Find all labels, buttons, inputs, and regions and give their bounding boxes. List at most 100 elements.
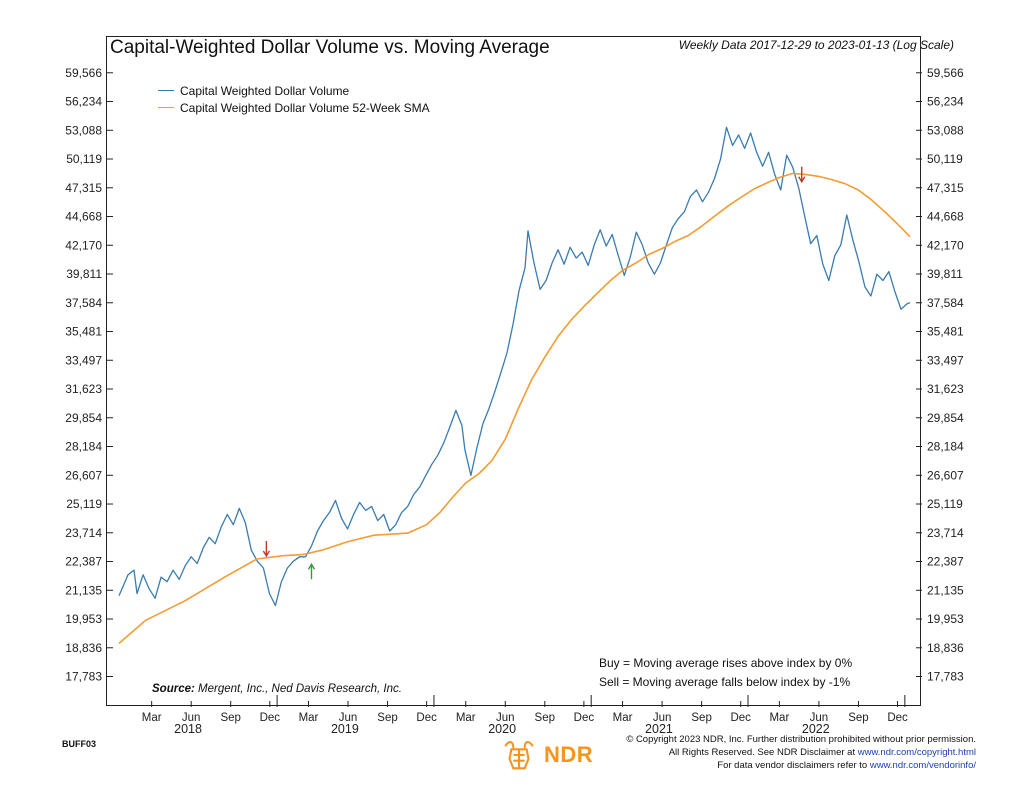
y-tick-label-right: 56,234: [927, 95, 964, 109]
y-tick-label-left: 39,811: [66, 267, 102, 281]
y-tick-label-left: 22,387: [65, 555, 102, 569]
x-tick-label: Mar: [456, 712, 476, 724]
y-tick-label-right: 18,836: [927, 641, 964, 655]
y-tick-label-right: 25,119: [927, 497, 963, 511]
copyright-block: © Copyright 2023 NDR, Inc. Further distr…: [626, 733, 976, 772]
chart-code: BUFF03: [62, 739, 97, 749]
y-tick-label-left: 31,623: [65, 382, 102, 396]
y-tick-label-right: 28,184: [927, 440, 964, 454]
x-tick-label: Dec: [887, 712, 908, 724]
y-tick-label-left: 37,584: [65, 296, 102, 310]
legend: Capital Weighted Dollar Volume Capital W…: [158, 82, 430, 116]
legend-swatch-sma: [158, 107, 174, 108]
x-tick-label: Dec: [730, 712, 751, 724]
copyright-line1: © Copyright 2023 NDR, Inc. Further distr…: [626, 734, 976, 745]
y-tick-label-right: 19,953: [927, 612, 964, 626]
legend-label-volume: Capital Weighted Dollar Volume: [180, 83, 350, 98]
y-tick-label-right: 23,714: [927, 526, 964, 540]
legend-swatch-volume: [158, 90, 174, 91]
x-tick-label: Sep: [220, 712, 240, 724]
y-tick-label-left: 29,854: [65, 411, 102, 425]
sell-arrow-head: [798, 176, 806, 184]
copyright-line2: All Rights Reserved. See NDR Disclaimer …: [626, 746, 976, 759]
chart-title: Capital-Weighted Dollar Volume vs. Movin…: [110, 37, 550, 58]
x-year-label: 2019: [331, 722, 359, 736]
y-tick-label-right: 39,811: [927, 267, 963, 281]
series-line-volume: [118, 126, 911, 607]
x-tick-label: Dec: [260, 712, 281, 724]
x-tick-label: Mar: [299, 712, 319, 724]
sell-arrow-head: [262, 550, 270, 558]
y-tick-label-right: 35,481: [927, 325, 964, 339]
chart-area: 17,783 17,783 18,836 18,836 19,953 19,953 21,1…: [65, 36, 964, 736]
chart-svg: 17,783 17,783 18,836 18,836 19,953 19,953 21,1…: [65, 66, 964, 736]
series-line-sma: [118, 172, 911, 645]
y-tick-label-left: 28,184: [65, 440, 102, 454]
y-tick-label-left: 53,088: [65, 123, 102, 137]
x-year-label: 2021: [645, 722, 673, 736]
x-tick-label: Sep: [377, 712, 397, 724]
y-tick-label-right: 31,623: [927, 382, 964, 396]
y-tick-label-right: 44,668: [927, 210, 964, 224]
x-tick-label: Mar: [142, 712, 162, 724]
logo-text: NDR: [544, 742, 594, 767]
chart-subtitle: Weekly Data 2017-12-29 to 2023-01-13 (Lo…: [678, 38, 954, 52]
source-note: Source: Mergent, Inc., Ned Davis Researc…: [152, 683, 402, 695]
copyright-line3: For data vendor disclaimers refer to www…: [626, 759, 976, 772]
y-tick-label-left: 17,783: [65, 670, 102, 684]
y-tick-label-left: 59,566: [65, 66, 102, 80]
x-year-label: 2022: [802, 722, 830, 736]
y-tick-label-left: 47,315: [65, 181, 102, 195]
sell-rule: Sell = Moving average falls below index …: [599, 675, 851, 689]
y-tick-label-left: 44,668: [65, 210, 102, 224]
y-tick-label-left: 56,234: [65, 95, 102, 109]
y-tick-label-right: 47,315: [927, 181, 964, 195]
y-tick-label-left: 18,836: [65, 641, 102, 655]
x-tick-label: Sep: [848, 712, 868, 724]
copyright-line3-text: For data vendor disclaimers refer to: [717, 760, 868, 771]
x-tick-label: Dec: [416, 712, 437, 724]
y-tick-label-right: 21,135: [927, 583, 964, 597]
source-label: Source:: [152, 683, 195, 695]
y-tick-label-right: 17,783: [927, 670, 964, 684]
x-tick-label: Dec: [574, 712, 595, 724]
x-tick-label: Jun: [810, 712, 829, 724]
y-tick-label-left: 25,119: [66, 497, 102, 511]
x-tick-label: Jun: [653, 712, 672, 724]
y-tick-label-left: 35,481: [65, 325, 102, 339]
ndr-logo: NDR: [500, 735, 593, 775]
y-tick-label-left: 21,135: [65, 583, 102, 597]
x-tick-label: Jun: [339, 712, 358, 724]
y-tick-label-right: 59,566: [927, 66, 964, 80]
y-tick-label-right: 26,607: [927, 468, 964, 482]
source-text: Mergent, Inc., Ned Davis Research, Inc.: [198, 683, 402, 695]
y-tick-label-left: 50,119: [66, 152, 102, 166]
y-tick-label-left: 23,714: [65, 526, 102, 540]
y-tick-label-right: 29,854: [927, 411, 964, 425]
y-tick-label-left: 42,170: [65, 238, 102, 252]
x-tick-label: Sep: [535, 712, 555, 724]
copyright-line2-text: All Rights Reserved. See NDR Disclaimer …: [668, 747, 856, 758]
y-tick-label-right: 42,170: [927, 238, 964, 252]
y-tick-label-right: 33,497: [927, 353, 964, 367]
x-year-label: 2018: [174, 722, 202, 736]
signal-rules: Buy = Moving average rises above index b…: [599, 654, 852, 692]
legend-label-sma: Capital Weighted Dollar Volume 52-Week S…: [180, 100, 430, 115]
x-year-label: 2020: [488, 722, 516, 736]
y-tick-label-right: 22,387: [927, 555, 964, 569]
buy-rule: Buy = Moving average rises above index b…: [599, 656, 853, 670]
vendor-info-link[interactable]: www.ndr.com/vendorinfo/: [869, 760, 976, 771]
y-tick-label-left: 26,607: [65, 468, 102, 482]
copyright-link[interactable]: www.ndr.com/copyright.html: [857, 747, 976, 758]
y-tick-label-right: 53,088: [927, 123, 964, 137]
x-tick-label: Jun: [182, 712, 201, 724]
x-tick-label: Mar: [613, 712, 633, 724]
legend-item-volume: Capital Weighted Dollar Volume: [158, 82, 430, 99]
y-tick-label-right: 37,584: [927, 296, 964, 310]
legend-item-sma: Capital Weighted Dollar Volume 52-Week S…: [158, 99, 430, 116]
y-tick-label-right: 50,119: [927, 152, 963, 166]
y-tick-label-left: 33,497: [65, 353, 102, 367]
bull-bear-icon: [504, 741, 534, 770]
x-tick-label: Jun: [496, 712, 515, 724]
buy-arrow-head: [307, 562, 316, 570]
